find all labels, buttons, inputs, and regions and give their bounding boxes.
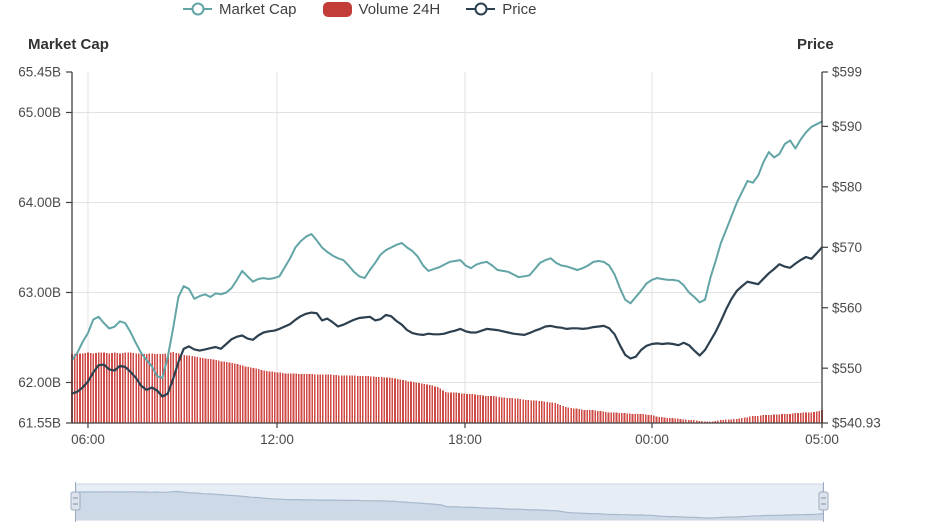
market-cap-line-marker-icon bbox=[183, 2, 212, 16]
volume-bars[interactable] bbox=[71, 352, 823, 423]
legend-label-market-cap: Market Cap bbox=[219, 0, 297, 18]
right-axis-title: Price bbox=[797, 36, 834, 53]
navigator-preview-line bbox=[75, 490, 824, 519]
legend-item-price[interactable]: Price bbox=[466, 1, 536, 18]
left-axis-tick-label: 63.00B bbox=[18, 285, 61, 300]
legend-label-price: Price bbox=[502, 0, 537, 18]
right-axis-tick-label: $540.93 bbox=[832, 416, 881, 431]
x-axis-tick-label: 05:00 bbox=[805, 432, 839, 447]
price-line[interactable] bbox=[70, 246, 824, 398]
range-navigator[interactable] bbox=[70, 482, 829, 522]
x-axis-tick-label: 18:00 bbox=[448, 432, 482, 447]
right-axis-tick-label: $550 bbox=[832, 361, 862, 376]
price-line-marker-icon bbox=[466, 2, 496, 16]
navigator-right-handle[interactable] bbox=[818, 482, 829, 522]
axis-ticks bbox=[66, 71, 828, 428]
left-axis-tick-label: 64.00B bbox=[18, 195, 61, 210]
navigator-left-handle[interactable] bbox=[70, 482, 81, 522]
left-axis-tick-label: 65.45B bbox=[18, 65, 61, 80]
left-axis-tick-label: 65.00B bbox=[18, 105, 61, 120]
market-cap-line[interactable] bbox=[71, 120, 823, 379]
legend-label-volume: Volume 24H bbox=[358, 0, 441, 18]
left-axis-title: Market Cap bbox=[28, 36, 109, 53]
volume-swatch-icon bbox=[322, 1, 352, 17]
left-axis-tick-label: 61.55B bbox=[18, 416, 61, 431]
right-axis-tick-label: $560 bbox=[832, 300, 862, 315]
legend-item-volume[interactable]: Volume 24H bbox=[322, 0, 441, 18]
legend-item-market-cap[interactable]: Market Cap bbox=[183, 1, 297, 18]
right-axis-tick-label: $599 bbox=[832, 65, 862, 80]
chart-legend: Market Cap Volume 24H Price bbox=[183, 0, 536, 18]
left-axis-tick-label: 62.00B bbox=[18, 375, 61, 390]
right-axis-tick-label: $580 bbox=[832, 180, 862, 195]
x-axis-tick-label: 00:00 bbox=[635, 432, 669, 447]
right-axis-tick-label: $590 bbox=[832, 119, 862, 134]
axis-tick-labels: 65.45B 65.00B 64.00B 63.00B 62.00B 61.55B $599… bbox=[18, 65, 881, 447]
x-axis-tick-label: 06:00 bbox=[71, 432, 105, 447]
right-axis-tick-label: $570 bbox=[832, 240, 862, 255]
x-axis-tick-label: 12:00 bbox=[260, 432, 294, 447]
